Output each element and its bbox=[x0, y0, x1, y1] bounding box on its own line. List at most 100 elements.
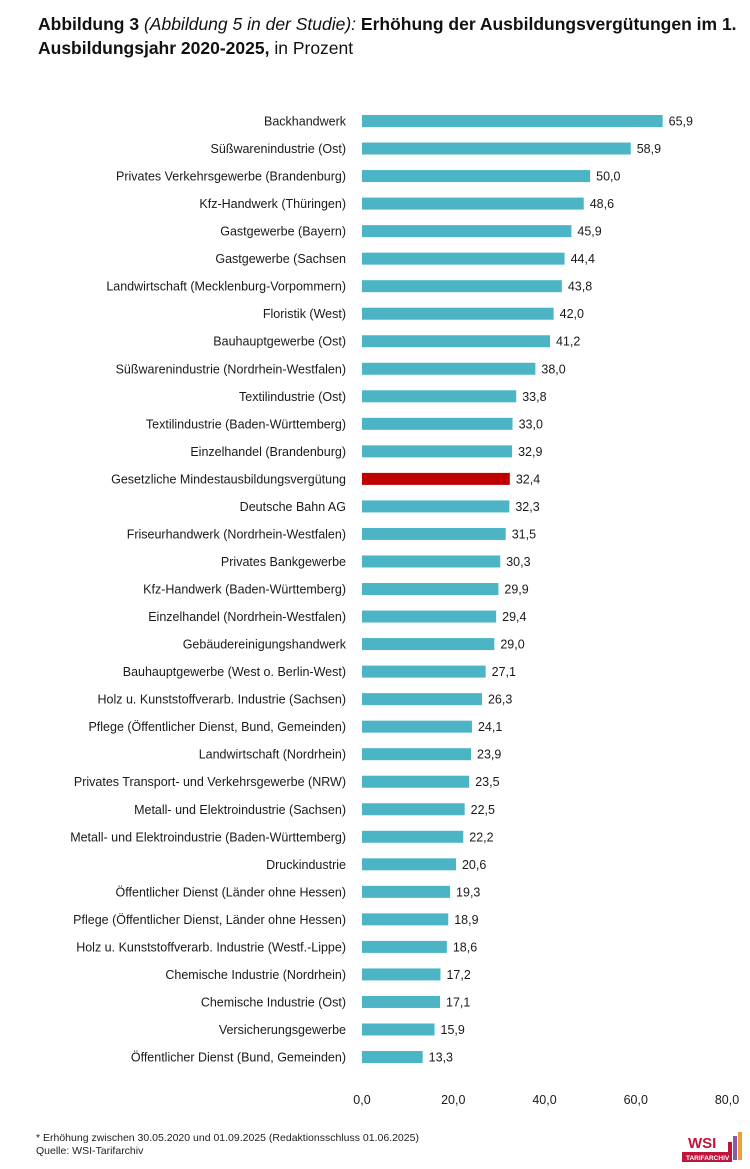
category-label: Metall- und Elektroindustrie (Sachsen) bbox=[134, 803, 346, 817]
category-label: Privates Bankgewerbe bbox=[221, 555, 346, 569]
category-label: Gastgewerbe (Bayern) bbox=[220, 225, 346, 239]
category-label: Einzelhandel (Brandenburg) bbox=[190, 445, 346, 459]
logo-bar-3 bbox=[738, 1132, 742, 1160]
bar bbox=[362, 307, 554, 320]
bar bbox=[362, 858, 456, 871]
category-label: Chemische Industrie (Ost) bbox=[201, 995, 346, 1009]
category-label: Kfz-Handwerk (Thüringen) bbox=[199, 197, 346, 211]
category-label: Gesetzliche Mindestausbildungsvergütung bbox=[111, 472, 346, 486]
x-tick-label: 80,0 bbox=[715, 1093, 739, 1107]
category-label: Gastgewerbe (Sachsen bbox=[215, 252, 346, 266]
value-label: 31,5 bbox=[512, 527, 536, 541]
value-label: 30,3 bbox=[506, 555, 530, 569]
bar bbox=[362, 775, 470, 788]
bar bbox=[362, 610, 497, 623]
bar bbox=[362, 748, 472, 761]
value-label: 17,1 bbox=[446, 995, 470, 1009]
wsi-tarifarchiv-logo: WSI TARIFARCHIV bbox=[682, 1132, 742, 1162]
chart-title: Abbildung 3 (Abbildung 5 in der Studie):… bbox=[38, 12, 738, 60]
bar bbox=[362, 170, 591, 183]
value-label: 23,9 bbox=[477, 748, 501, 762]
category-label: Öffentlicher Dienst (Bund, Gemeinden) bbox=[131, 1051, 346, 1065]
bar bbox=[362, 280, 562, 293]
value-label: 26,3 bbox=[488, 693, 512, 707]
bar bbox=[362, 225, 572, 238]
logo-text: WSI bbox=[688, 1135, 716, 1152]
bar bbox=[362, 803, 465, 816]
category-label: Gebäudereinigungshandwerk bbox=[183, 638, 347, 652]
category-label: Pflege (Öffentlicher Dienst, Bund, Gemei… bbox=[88, 720, 346, 734]
title-unit: in Prozent bbox=[269, 38, 354, 58]
value-label: 15,9 bbox=[441, 1023, 465, 1037]
value-label: 41,2 bbox=[556, 335, 580, 349]
value-label: 22,2 bbox=[469, 830, 493, 844]
bar bbox=[362, 555, 501, 568]
footnote-note: * Erhöhung zwischen 30.05.2020 und 01.09… bbox=[36, 1132, 419, 1144]
value-label: 22,5 bbox=[471, 803, 495, 817]
category-label: Holz u. Kunststoffverarb. Industrie (Wes… bbox=[76, 940, 346, 954]
value-label: 20,6 bbox=[462, 858, 486, 872]
value-label: 38,0 bbox=[541, 362, 565, 376]
title-figure-number: Abbildung 3 bbox=[38, 14, 140, 34]
bar bbox=[362, 472, 510, 485]
category-label: Bauhauptgewerbe (West o. Berlin-West) bbox=[123, 665, 346, 679]
category-label: Druckindustrie bbox=[266, 858, 346, 872]
bar-chart: Backhandwerk 65,9 Süßwarenindustrie (Ost) 5… bbox=[70, 115, 739, 1108]
value-label: 50,0 bbox=[596, 170, 620, 184]
value-label: 18,9 bbox=[454, 913, 478, 927]
value-label: 27,1 bbox=[492, 665, 516, 679]
category-label: Kfz-Handwerk (Baden-Württemberg) bbox=[143, 583, 346, 597]
bar bbox=[362, 830, 464, 843]
category-label: Öffentlicher Dienst (Länder ohne Hessen) bbox=[116, 885, 346, 899]
category-label: Textilindustrie (Ost) bbox=[239, 390, 346, 404]
bar bbox=[362, 665, 486, 678]
value-label: 42,0 bbox=[560, 307, 584, 321]
category-label: Metall- und Elektroindustrie (Baden-Würt… bbox=[70, 830, 346, 844]
category-label: Friseurhandwerk (Nordrhein-Westfalen) bbox=[127, 527, 346, 541]
category-label: Textilindustrie (Baden-Württemberg) bbox=[146, 417, 346, 431]
bar bbox=[362, 885, 451, 898]
bar bbox=[362, 390, 517, 403]
category-label: Deutsche Bahn AG bbox=[240, 500, 346, 514]
logo-bar-2 bbox=[733, 1136, 737, 1160]
value-label: 24,1 bbox=[478, 720, 502, 734]
x-tick-label: 60,0 bbox=[624, 1093, 648, 1107]
category-label: Privates Verkehrsgewerbe (Brandenburg) bbox=[116, 170, 346, 184]
value-label: 29,9 bbox=[504, 583, 528, 597]
bar bbox=[362, 362, 536, 375]
value-label: 19,3 bbox=[456, 885, 480, 899]
value-label: 32,9 bbox=[518, 445, 542, 459]
bar bbox=[362, 335, 550, 348]
value-label: 29,0 bbox=[500, 638, 524, 652]
bar bbox=[362, 940, 447, 953]
bar bbox=[362, 913, 449, 926]
value-label: 45,9 bbox=[577, 225, 601, 239]
category-label: Pflege (Öffentlicher Dienst, Länder ohne… bbox=[73, 913, 346, 927]
value-label: 44,4 bbox=[571, 252, 595, 266]
title-study-reference: (Abbildung 5 in der Studie): bbox=[139, 14, 357, 34]
value-label: 23,5 bbox=[475, 775, 499, 789]
bar bbox=[362, 995, 441, 1008]
x-tick-label: 40,0 bbox=[532, 1093, 556, 1107]
value-label: 18,6 bbox=[453, 940, 477, 954]
bar bbox=[362, 638, 495, 651]
value-label: 33,8 bbox=[522, 390, 546, 404]
category-label: Landwirtschaft (Mecklenburg-Vorpommern) bbox=[106, 280, 346, 294]
category-label: Bauhauptgewerbe (Ost) bbox=[213, 335, 346, 349]
bar bbox=[362, 142, 631, 155]
category-label: Versicherungsgewerbe bbox=[219, 1023, 346, 1037]
x-tick-label: 0,0 bbox=[353, 1093, 370, 1107]
category-label: Süßwarenindustrie (Ost) bbox=[211, 142, 346, 156]
value-label: 58,9 bbox=[637, 142, 661, 156]
category-label: Backhandwerk bbox=[264, 115, 347, 129]
bar bbox=[362, 252, 565, 265]
title-main: Erhöhung der Ausbildungsvergütungen im 1… bbox=[38, 14, 737, 58]
bar bbox=[362, 417, 513, 430]
bar bbox=[362, 968, 441, 981]
bar bbox=[362, 115, 663, 127]
footnote-source: Quelle: WSI-Tarifarchiv bbox=[36, 1145, 144, 1157]
bar bbox=[362, 1051, 423, 1064]
bar bbox=[362, 197, 584, 210]
value-label: 32,4 bbox=[516, 472, 540, 486]
bar bbox=[362, 720, 472, 733]
